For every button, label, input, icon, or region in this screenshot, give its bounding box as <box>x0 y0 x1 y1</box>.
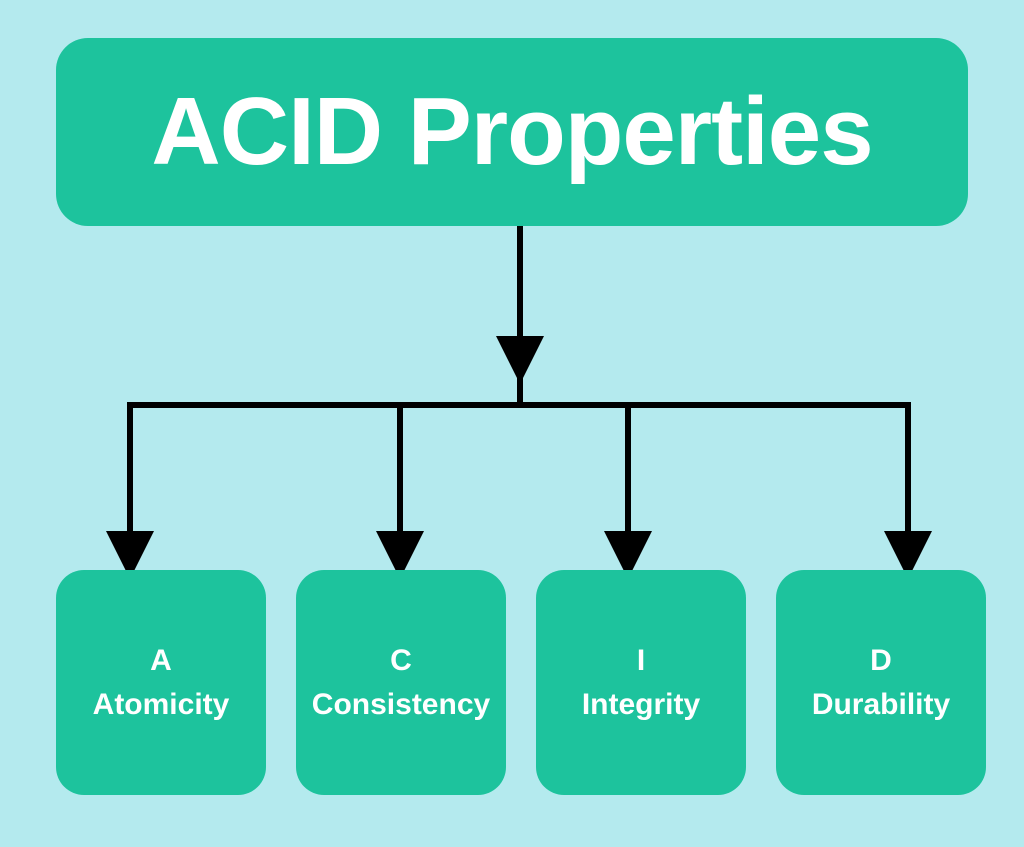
property-box-d: DDurability <box>776 570 986 795</box>
property-word: Consistency <box>312 683 490 727</box>
title-text: ACID Properties <box>151 77 872 187</box>
property-box-c: CConsistency <box>296 570 506 795</box>
property-word: Durability <box>812 683 950 727</box>
property-box-i: IIntegrity <box>536 570 746 795</box>
diagram-canvas: ACID Properties AAtomicityCConsistencyII… <box>0 0 1024 847</box>
property-letter: A <box>150 639 172 683</box>
title-box: ACID Properties <box>56 38 968 226</box>
property-letter: C <box>390 639 412 683</box>
property-box-a: AAtomicity <box>56 570 266 795</box>
property-letter: I <box>637 639 645 683</box>
property-word: Integrity <box>582 683 700 727</box>
property-word: Atomicity <box>93 683 230 727</box>
property-letter: D <box>870 639 892 683</box>
